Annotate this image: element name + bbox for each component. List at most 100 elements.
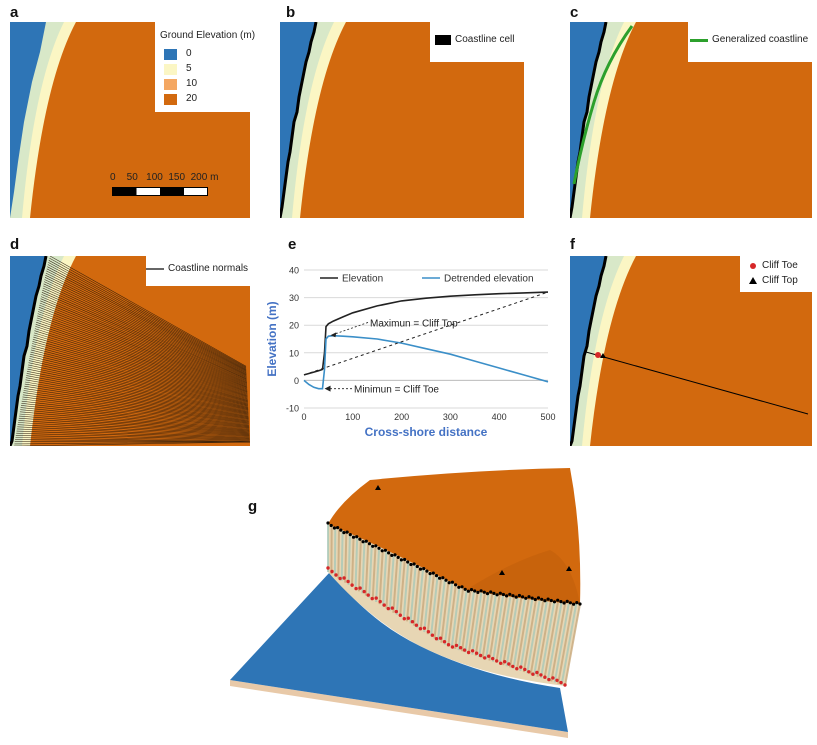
panel-c: c Generalized coastline: [566, 0, 817, 225]
cliff-toe-point: [427, 630, 430, 633]
cliff-top-point: [575, 601, 578, 604]
cliff-toe-point: [363, 590, 366, 593]
cliff-toe-point: [342, 576, 345, 579]
cliff-top-point: [432, 572, 435, 575]
y-tick-label: 20: [289, 321, 299, 331]
scale-bar-labels: 0 50 100 150 200 m: [110, 172, 218, 183]
cliff-toe-point: [330, 570, 333, 573]
cliff-toe-legend-label: Cliff Toe: [762, 260, 798, 271]
cliff-toe-point: [555, 679, 558, 682]
cliff-top-point: [422, 567, 425, 570]
cliff-top-point: [393, 553, 396, 556]
cliff-top-point: [352, 536, 355, 539]
x-tick-label: 100: [345, 412, 360, 422]
cliff-top-point: [387, 551, 390, 554]
cliff-toe-point: [595, 352, 601, 358]
cliff-top-point: [365, 540, 368, 543]
legend-swatch-0: [164, 49, 177, 60]
cliff-top-point: [448, 581, 451, 584]
cliff-toe-point: [383, 603, 386, 606]
cliff-top-point: [349, 533, 352, 536]
cliff-toe-point: [326, 566, 329, 569]
cliff-top-point: [534, 598, 537, 601]
cliff-top-point: [460, 585, 463, 588]
panel-f: f Cliff Toe Cliff Top: [566, 236, 817, 451]
cliff-top-point: [409, 563, 412, 566]
cliff-toe-point: [419, 627, 422, 630]
cliff-toe-point: [451, 645, 454, 648]
cliff-toe-point: [371, 597, 374, 600]
cliff-toe-point: [447, 643, 450, 646]
cliff-top-point: [339, 529, 342, 532]
cliff-top-point: [400, 558, 403, 561]
cliff-toe-point: [483, 656, 486, 659]
y-tick-label: 0: [294, 376, 299, 386]
y-tick-label: 30: [289, 293, 299, 303]
cliff-top-point: [483, 591, 486, 594]
cliff-toe-point: [467, 651, 470, 654]
cliff-top-point: [397, 556, 400, 559]
cliff-top-point: [543, 599, 546, 602]
cliff-toe-point: [334, 573, 337, 576]
cliff-toe-point: [499, 662, 502, 665]
cliff-toe-point: [411, 620, 414, 623]
cliff-top-point: [435, 574, 438, 577]
cliff-toe-point: [551, 676, 554, 679]
cliff-ridge: [338, 529, 339, 578]
legend-label-1: 5: [186, 63, 192, 74]
cliff-top-point: [531, 597, 534, 600]
x-tick-label: 0: [301, 412, 306, 422]
cliff-toe-point: [531, 673, 534, 676]
cliff-top-point: [464, 588, 467, 591]
annotation-cliff-top: Maximun = Cliff Top: [370, 318, 458, 329]
cliff-top-point: [425, 570, 428, 573]
legend-entry-1: Detrended elevation: [444, 274, 534, 285]
cliff-top-point: [566, 600, 569, 603]
cliff-toe-point: [487, 655, 490, 658]
cliff-toe-point: [463, 648, 466, 651]
cliff-top-point: [578, 602, 581, 605]
panel-label-d: d: [10, 236, 19, 253]
cliff-toe-legend-marker: [750, 263, 756, 269]
cliff-top-point: [553, 600, 556, 603]
panel-label-c: c: [570, 4, 578, 21]
elevation-legend: Ground Elevation (m) 0 5 10 20: [160, 30, 260, 110]
panel-g: g: [220, 462, 600, 740]
cliff-toe-point: [519, 665, 522, 668]
cliff-toe-point: [539, 673, 542, 676]
cliff-top-point: [537, 596, 540, 599]
cliff-toe-point: [523, 668, 526, 671]
cliff-top-point: [508, 593, 511, 596]
cliff-toe-point: [387, 607, 390, 610]
coastline-cell-label: Coastline cell: [455, 34, 514, 45]
y-axis-label: Elevation (m): [265, 301, 279, 376]
cliff-toe-point: [423, 627, 426, 630]
cliff-top-point: [480, 589, 483, 592]
cliff-ridge: [342, 531, 343, 581]
chart-legend: Elevation Detrended elevation: [320, 274, 534, 285]
cliff-top-point: [355, 535, 358, 538]
x-axis-label: Cross-shore distance: [365, 425, 488, 439]
cliff-top-point: [419, 568, 422, 571]
coastline-normals-swatch: [146, 268, 164, 270]
legend-label-3: 20: [186, 93, 197, 104]
chart-series: [304, 292, 548, 389]
cliff-toe-point: [547, 678, 550, 681]
cliff-toe-point: [379, 600, 382, 603]
terrain-3d-view: [220, 462, 600, 740]
cliff-top-point: [473, 589, 476, 592]
panel-label-e: e: [288, 236, 296, 253]
generalized-coastline-swatch: [690, 39, 708, 42]
cliff-top-point: [441, 576, 444, 579]
cliff-toe-point: [491, 657, 494, 660]
cliff-toe-point: [391, 606, 394, 609]
cliff-top-point: [492, 592, 495, 595]
legend-entry-0: Elevation: [342, 274, 383, 285]
generalized-coastline-map-c: [570, 22, 812, 218]
panel-label-a: a: [10, 4, 18, 21]
cliff-toe-point: [367, 593, 370, 596]
coastline-map-b: [280, 22, 524, 218]
cliff-top-point: [326, 521, 329, 524]
cliff-toe-point: [403, 617, 406, 620]
